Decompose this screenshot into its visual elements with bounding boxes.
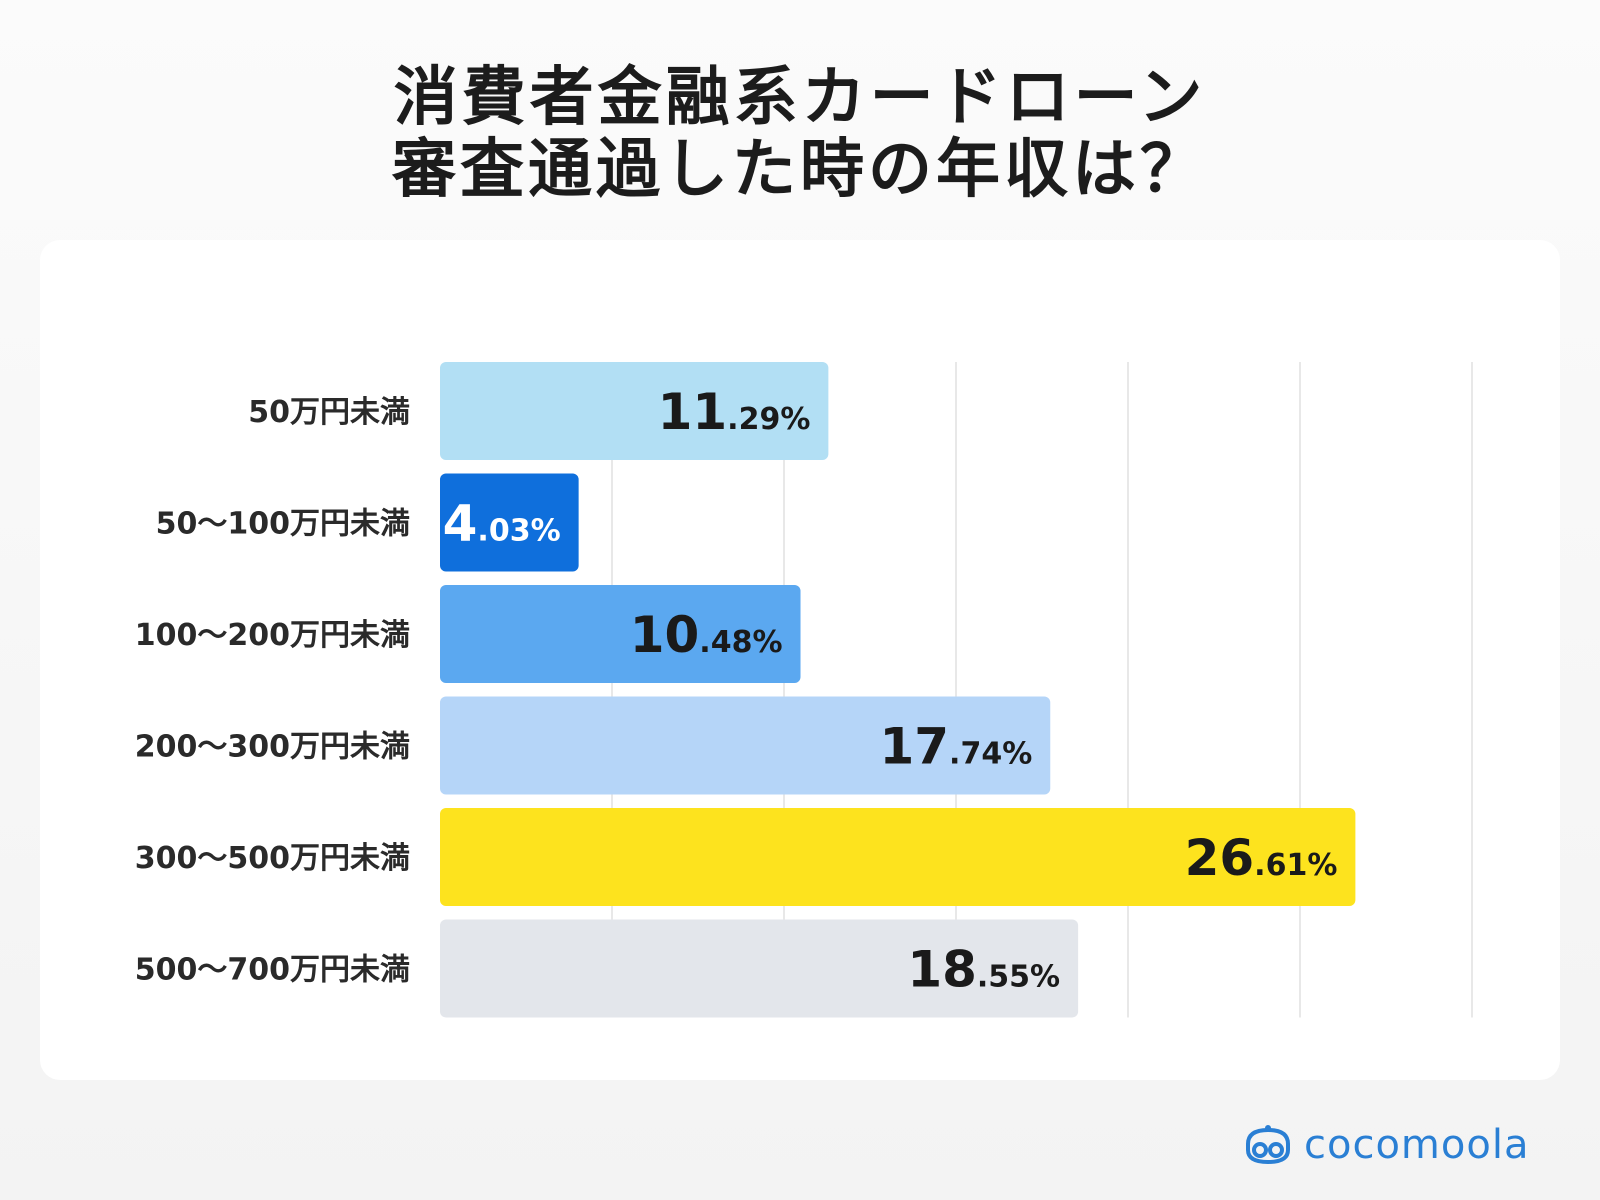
bar-value-label: 4.03% (443, 495, 561, 553)
bar-value-decimal: .03% (477, 514, 560, 549)
bar-value-decimal: .48% (699, 625, 782, 660)
bar-value-integer: 26 (1185, 829, 1255, 887)
bar-value-decimal: .55% (977, 960, 1060, 995)
bar (440, 808, 1356, 906)
category-label: 200〜300万円未満 (135, 730, 410, 765)
bar-value-integer: 18 (907, 941, 977, 999)
category-label: 50万円未満 (248, 395, 410, 430)
cocomoola-logo-icon (1246, 1125, 1290, 1165)
bar (440, 473, 579, 572)
category-label: 300〜500万円未満 (135, 841, 410, 876)
bar (440, 585, 801, 683)
bar (440, 919, 1079, 1018)
bar-chart: 50万円未満 11.29% 50〜100万円未満 4.03% 100〜200万円未満 10… (135, 362, 1473, 1018)
bar-value-label: 26.61% (1185, 829, 1338, 887)
bar-value-decimal: .61% (1254, 848, 1337, 883)
brand-name: cocomoola (1304, 1122, 1530, 1168)
category-label: 50〜100万円未満 (156, 507, 410, 542)
bar-value-integer: 4 (443, 495, 478, 553)
bar (440, 362, 829, 460)
bar-value-label: 18.55% (907, 941, 1060, 999)
bar-value-integer: 10 (630, 606, 700, 664)
bar-value-label: 11.29% (658, 383, 811, 441)
chart-title-line-1: 消費者金融系カードローン (393, 61, 1207, 135)
bar-value-integer: 17 (879, 718, 949, 776)
bar-value-label: 17.74% (879, 718, 1032, 776)
category-label: 100〜200万円未満 (135, 618, 410, 653)
bar (440, 696, 1051, 795)
bar-value-decimal: .29% (727, 402, 810, 437)
brand-logo: cocomoola (1240, 1122, 1570, 1168)
chart-title: 消費者金融系カードローン 審査通過した時の年収は？ (0, 62, 1600, 206)
bar-value-integer: 11 (658, 383, 728, 441)
chart-card: 50万円未満 11.29% 50〜100万円未満 4.03% 100〜200万円未満 10… (40, 240, 1560, 1080)
bar-value-decimal: .74% (949, 737, 1032, 772)
chart-title-line-2: 審査通過した時の年収は？ (392, 133, 1208, 207)
bar-value-label: 10.48% (630, 606, 783, 664)
category-label: 500〜700万円未満 (135, 953, 410, 988)
